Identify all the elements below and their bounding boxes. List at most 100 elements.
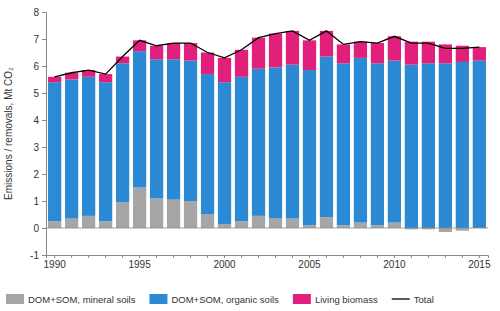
- bar: [303, 225, 316, 228]
- y-tick-label: 7: [33, 34, 39, 45]
- bar: [405, 42, 418, 65]
- x-tick: [122, 255, 123, 258]
- x-tick: [343, 255, 344, 258]
- bar: [133, 188, 146, 229]
- x-tick-mark: [411, 255, 412, 258]
- zero-line: [46, 228, 488, 229]
- legend-item: DOM+SOM, organic soils: [149, 294, 279, 305]
- y-axis: -1 0 1 2 3 4 5 6 7 8: [30, 7, 46, 261]
- y-axis-title: Emissions / removals, Mt CO₂: [3, 67, 14, 200]
- y-tick-mark: [42, 147, 46, 148]
- x-tick: [173, 255, 174, 258]
- bar: [82, 216, 95, 228]
- x-tick-mark: [394, 255, 395, 258]
- x-tick-mark: [309, 255, 310, 258]
- y-tick: 6: [33, 61, 46, 72]
- y-tick-mark: [42, 228, 46, 229]
- legend: DOM+SOM, mineral soils DOM+SOM, organic s…: [6, 294, 434, 305]
- bar: [235, 50, 248, 77]
- legend-item: DOM+SOM, mineral soils: [6, 294, 136, 305]
- x-tick-mark: [224, 255, 225, 258]
- legend-label: Total: [414, 294, 434, 305]
- x-tick: [411, 255, 412, 258]
- y-tick-label: 6: [33, 61, 39, 72]
- x-tick: [428, 255, 429, 258]
- bar: [405, 65, 418, 228]
- y-tick-label: 5: [33, 88, 39, 99]
- bar: [116, 202, 129, 228]
- bar: [337, 63, 350, 225]
- bar: [201, 53, 214, 75]
- y-tick-mark: [42, 255, 46, 256]
- total-line: [55, 31, 480, 77]
- x-tick: [377, 255, 378, 258]
- bar: [388, 61, 401, 223]
- bar: [184, 201, 197, 228]
- bar: [99, 221, 112, 228]
- bar: [269, 219, 282, 228]
- bar: [99, 82, 112, 221]
- bar: [218, 224, 231, 228]
- bar: [184, 61, 197, 201]
- y-tick-label: 1: [33, 196, 39, 207]
- legend-swatch: [149, 294, 167, 304]
- y-tick-mark: [42, 93, 46, 94]
- bar: [116, 57, 129, 64]
- bar: [286, 65, 299, 219]
- bar: [456, 228, 469, 231]
- y-tick-mark: [42, 120, 46, 121]
- x-tick: [360, 255, 361, 258]
- x-tick-mark: [377, 255, 378, 258]
- bar: [320, 217, 333, 228]
- x-tick-mark: [122, 255, 123, 258]
- x-tick-label: 1995: [128, 259, 151, 270]
- x-tick: [207, 255, 208, 258]
- bar: [337, 44, 350, 63]
- bar: [320, 57, 333, 218]
- x-tick: [88, 255, 89, 258]
- x-tick: [241, 255, 242, 258]
- x-tick-mark: [360, 255, 361, 258]
- y-tick-mark: [42, 12, 46, 13]
- y-tick-label: 3: [33, 142, 39, 153]
- bar: [82, 77, 95, 216]
- x-tick-mark: [88, 255, 89, 258]
- bar: [99, 74, 112, 82]
- x-tick: [462, 255, 463, 258]
- x-tick-mark: [292, 255, 293, 258]
- legend-label: DOM+SOM, mineral soils: [28, 294, 136, 305]
- x-tick-mark: [190, 255, 191, 258]
- y-tick-label: 8: [33, 7, 39, 18]
- y-tick-label: 0: [33, 223, 39, 234]
- y-tick: 4: [33, 115, 46, 126]
- bar: [354, 42, 367, 58]
- bar: [116, 63, 129, 202]
- x-tick-label: 2010: [383, 259, 406, 270]
- bar: [388, 223, 401, 228]
- bar: [133, 51, 146, 187]
- bar: [286, 31, 299, 65]
- bar-series: [48, 31, 486, 82]
- bar: [150, 59, 163, 198]
- x-tick-label: 1990: [44, 259, 67, 270]
- bar: [252, 69, 265, 216]
- y-tick-mark: [42, 174, 46, 175]
- x-tick-mark: [343, 255, 344, 258]
- bar: [354, 223, 367, 228]
- bar: [303, 70, 316, 225]
- x-tick: [445, 255, 446, 258]
- bar: [439, 228, 452, 232]
- bar: [269, 34, 282, 68]
- bar: [371, 225, 384, 228]
- y-tick: 2: [33, 169, 46, 180]
- x-tick-label: 2005: [298, 259, 321, 270]
- x-tick-mark: [258, 255, 259, 258]
- y-tick: 1: [33, 196, 46, 207]
- y-tick-label: -1: [30, 250, 39, 261]
- bar: [371, 43, 384, 63]
- x-tick-mark: [105, 255, 106, 258]
- bar: [388, 36, 401, 60]
- bar: [150, 46, 163, 60]
- y-tick-label: 2: [33, 169, 39, 180]
- x-tick-mark: [326, 255, 327, 258]
